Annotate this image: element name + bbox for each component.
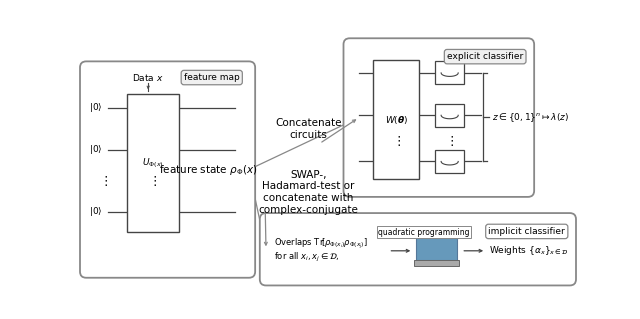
Text: explicit classifier: explicit classifier	[447, 52, 524, 61]
FancyBboxPatch shape	[344, 38, 534, 197]
Text: Concatenate
circuits: Concatenate circuits	[275, 118, 342, 140]
Bar	[127, 94, 179, 232]
Text: Overlaps $\mathrm{Tr}\!\left[\rho_{\Phi(x_i)}\rho_{\Phi(x_j)}\right]$: Overlaps $\mathrm{Tr}\!\left[\rho_{\Phi(…	[274, 237, 368, 251]
Bar	[435, 150, 465, 173]
Bar	[417, 235, 457, 260]
Text: $\vdots$: $\vdots$	[148, 174, 157, 188]
Text: $\vdots$: $\vdots$	[99, 174, 108, 188]
Text: for all $x_i, x_j \in \mathcal{D}$,: for all $x_i, x_j \in \mathcal{D}$,	[274, 250, 339, 263]
Text: Data $x$: Data $x$	[132, 72, 164, 83]
Text: $\vdots$: $\vdots$	[445, 134, 454, 148]
Bar	[414, 260, 459, 266]
Text: $\vdots$: $\vdots$	[392, 134, 401, 148]
Bar	[435, 104, 465, 127]
Bar	[435, 61, 465, 85]
Text: $|0\rangle$: $|0\rangle$	[88, 205, 102, 218]
Text: $U_{\Phi(x)}$: $U_{\Phi(x)}$	[142, 156, 164, 170]
Text: $|0\rangle$: $|0\rangle$	[88, 144, 102, 156]
Text: feature map: feature map	[184, 73, 239, 82]
Text: $W(\boldsymbol{\theta})$: $W(\boldsymbol{\theta})$	[385, 114, 408, 125]
Text: $z \in \{0,1\}^n \mapsto \lambda(z)$: $z \in \{0,1\}^n \mapsto \lambda(z)$	[492, 111, 570, 123]
FancyBboxPatch shape	[260, 213, 576, 286]
Bar	[373, 60, 419, 179]
Text: feature state $\rho_{\Phi}(x)$: feature state $\rho_{\Phi}(x)$	[159, 163, 258, 176]
Text: $|0\rangle$: $|0\rangle$	[88, 101, 102, 114]
Text: implicit classifier: implicit classifier	[488, 227, 565, 236]
FancyBboxPatch shape	[80, 61, 255, 278]
Text: SWAP-,
Hadamard-test or
concatenate with
complex-conjugate: SWAP-, Hadamard-test or concatenate with…	[259, 170, 358, 215]
Text: Weights $\{\alpha_x\}_{x\in\mathcal{D}}$: Weights $\{\alpha_x\}_{x\in\mathcal{D}}$	[489, 244, 569, 257]
Text: quadratic programming: quadratic programming	[378, 228, 470, 237]
